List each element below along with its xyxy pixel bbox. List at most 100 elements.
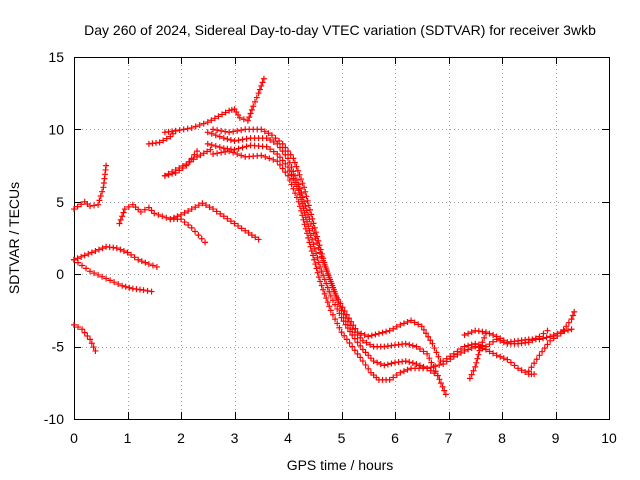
x-axis-label: GPS time / hours [287, 457, 394, 473]
data-point [507, 359, 514, 366]
data-point [301, 184, 308, 191]
data-point [490, 350, 497, 357]
data-point [167, 133, 174, 140]
data-point [482, 330, 489, 337]
data-point [296, 203, 303, 210]
data-point [121, 206, 128, 213]
data-point [315, 244, 322, 251]
data-point [324, 299, 331, 306]
data-point [255, 236, 262, 243]
data-point [242, 227, 249, 234]
data-point [286, 159, 293, 166]
data-point [409, 360, 416, 367]
data-point [424, 365, 431, 372]
data-point [293, 194, 300, 201]
data-point [88, 340, 95, 347]
data-point [81, 329, 88, 336]
data-point [465, 330, 472, 337]
data-point [486, 341, 493, 348]
grid-lines [74, 57, 609, 419]
series-15 [440, 327, 551, 365]
data-point [354, 332, 361, 339]
x-tick-label: 1 [124, 430, 132, 446]
data-point [302, 188, 309, 195]
data-point [568, 326, 575, 333]
data-point [119, 282, 126, 289]
data-point [450, 350, 457, 357]
data-point [197, 152, 204, 159]
data-point [336, 324, 343, 331]
data-point [299, 212, 306, 219]
data-point [103, 162, 110, 169]
data-point [294, 167, 301, 174]
data-point [357, 334, 364, 341]
data-point [531, 360, 538, 367]
data-point [148, 288, 155, 295]
data-point [216, 144, 223, 151]
data-point [563, 323, 570, 330]
data-point [188, 124, 195, 131]
data-point [332, 301, 339, 308]
data-point [522, 369, 529, 376]
data-point [115, 280, 122, 287]
data-point [174, 213, 181, 220]
data-point [195, 202, 202, 209]
data-point [557, 330, 564, 337]
data-point [420, 326, 427, 333]
series-4 [71, 321, 99, 354]
data-point [79, 326, 86, 333]
data-point [560, 326, 567, 333]
data-point [239, 136, 246, 143]
data-point [210, 126, 217, 133]
data-point [511, 362, 518, 369]
data-point [145, 261, 152, 268]
data-point [279, 148, 286, 155]
data-point [240, 116, 247, 123]
data-point [544, 327, 551, 334]
data-point [473, 359, 480, 366]
data-point [357, 354, 364, 361]
data-point [297, 176, 304, 183]
data-point [296, 171, 303, 178]
data-point [120, 209, 127, 216]
data-point [117, 216, 124, 223]
data-point [288, 181, 295, 188]
data-point [400, 320, 407, 327]
data-point [406, 359, 413, 366]
data-point [161, 172, 168, 179]
data-point [347, 328, 354, 335]
data-point [541, 345, 548, 352]
data-point [263, 135, 270, 142]
data-point [208, 117, 215, 124]
data-point [245, 229, 252, 236]
data-point [349, 343, 356, 350]
data-point [431, 370, 438, 377]
data-point [202, 202, 209, 209]
data-point [243, 135, 250, 142]
data-point [315, 274, 322, 281]
x-tick-label: 5 [338, 430, 346, 446]
data-point [120, 248, 127, 255]
data-point [222, 128, 229, 135]
data-point [282, 160, 289, 167]
data-point [317, 263, 324, 270]
data-point [323, 294, 330, 301]
y-axis-label: SDTVAR / TECUs [6, 182, 22, 294]
data-point [256, 86, 263, 93]
data-point [318, 253, 325, 260]
data-point [306, 239, 313, 246]
data-point [384, 361, 391, 368]
data-point [324, 270, 331, 277]
data-point [235, 145, 242, 152]
data-point [179, 163, 186, 170]
data-point [200, 120, 207, 127]
data-point [170, 214, 177, 221]
data-point [504, 356, 511, 363]
data-point [420, 348, 427, 355]
data-point [113, 245, 120, 252]
data-point [210, 206, 217, 213]
data-point [224, 215, 231, 222]
data-point [536, 336, 543, 343]
